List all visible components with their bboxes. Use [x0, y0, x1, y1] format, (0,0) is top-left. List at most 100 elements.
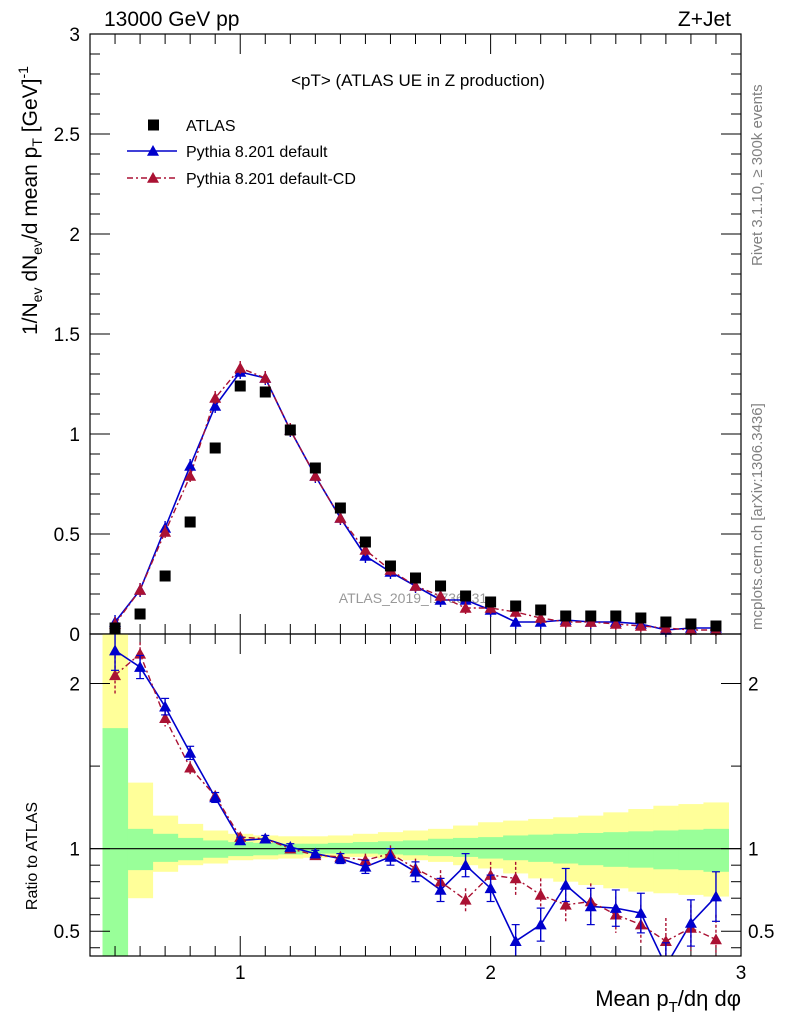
ratio-panel: 0.5 0.5 1 1 2 2 1 2 3 — [54, 633, 774, 984]
atlas-marker — [309, 462, 321, 474]
atlas-marker — [485, 596, 497, 608]
inner-uncertainty-band — [653, 830, 679, 870]
ratio-y-tick-label: 2 — [69, 675, 80, 696]
ratio-default-marker — [459, 859, 472, 870]
ratio-default-marker — [284, 841, 297, 852]
inner-uncertainty-band — [678, 829, 704, 871]
ratio-default-marker — [209, 791, 222, 803]
ratio-default-marker — [184, 746, 197, 758]
ratio-default-marker — [409, 865, 422, 877]
atlas-marker — [134, 608, 146, 620]
ratio-default-marker — [484, 882, 497, 894]
ratio-y-tick-label-right: 2 — [748, 675, 759, 696]
ratio-default-cd-marker — [509, 872, 522, 884]
main-y-tick-label: 2 — [69, 225, 80, 246]
ratio-y-tick-label-right: 0.5 — [748, 922, 774, 943]
ratio-default-marker — [709, 890, 722, 902]
x-tick-label: 2 — [485, 963, 496, 984]
default-marker — [209, 400, 222, 411]
atlas-marker — [209, 442, 221, 454]
default-cd-marker — [359, 544, 372, 555]
main-y-tick-label: 0 — [69, 625, 80, 646]
default-cd-marker — [184, 470, 197, 481]
legend: ATLAS Pythia 8.201 default Pythia 8.201 de… — [127, 118, 356, 188]
ratio-default-marker — [359, 860, 372, 872]
atlas-marker — [560, 610, 572, 622]
default-cd-marker — [134, 584, 147, 595]
ratio-default-marker — [334, 852, 347, 864]
ratio-default-marker — [609, 902, 622, 913]
ratio-default-cd-marker — [559, 898, 572, 910]
ratio-default-marker — [634, 907, 647, 918]
atlas-marker — [510, 600, 522, 612]
ratio-default-cd-marker — [184, 761, 197, 773]
ratio-default-marker — [684, 916, 697, 928]
atlas-marker — [234, 380, 246, 392]
ratio-default-marker — [109, 644, 122, 656]
atlas-marker — [435, 580, 447, 592]
atlas-marker — [660, 616, 672, 628]
atlas-marker — [159, 570, 171, 582]
main-y-tick-label: 1 — [69, 425, 80, 446]
atlas-marker — [610, 610, 622, 622]
ratio-default-marker — [509, 935, 522, 946]
inner-uncertainty-band — [428, 838, 454, 857]
inner-uncertainty-band — [703, 828, 729, 872]
default-marker — [184, 460, 197, 471]
default-marker — [509, 616, 522, 627]
ratio-default-marker — [384, 850, 397, 862]
atlas-marker — [109, 622, 121, 634]
ratio-series-group — [109, 634, 722, 956]
legend-default-cd-label: Pythia 8.201 default-CD — [186, 171, 356, 188]
main-y-axis-title: 1/Nev dNev/d mean pT [GeV]-1 — [15, 66, 45, 335]
inner-uncertainty-band — [628, 831, 654, 868]
default-cd-marker — [634, 620, 647, 631]
inner-uncertainty-band — [127, 828, 154, 871]
main-y-tick-label: 1.5 — [54, 325, 80, 346]
x-axis-title: Mean pT/dη dφ — [595, 986, 741, 1016]
default-cd-marker — [209, 392, 222, 403]
default-cd-marker — [459, 602, 472, 613]
atlas-marker — [585, 610, 597, 622]
ratio-default-marker — [584, 900, 597, 912]
default-cd-marker — [434, 590, 447, 601]
inner-uncertainty-band — [352, 842, 379, 854]
ratio-default-cd-marker — [534, 888, 547, 900]
rivet-label: Rivet 3.1.10, ≥ 300k events — [749, 84, 766, 266]
legend-default-cd-marker — [147, 172, 159, 183]
atlas-marker — [535, 604, 547, 616]
ratio-default-cd-marker — [709, 933, 722, 945]
main-y-tick-label: 0.5 — [54, 525, 80, 546]
inner-uncertainty-band — [402, 840, 429, 856]
ratio-default-cd-line — [114, 652, 717, 942]
legend-default-marker — [147, 145, 159, 156]
ratio-default-marker — [259, 832, 272, 844]
atlas-marker — [685, 618, 697, 630]
default-cd-marker — [159, 526, 172, 537]
atlas-marker — [359, 536, 371, 548]
default-cd-marker — [259, 372, 272, 383]
ratio-y-tick-label: 0.5 — [54, 922, 80, 943]
main-y-tick-label: 2.5 — [54, 125, 80, 146]
mcplots-label: mcplots.cern.ch [arXiv:1306.3436] — [749, 403, 766, 630]
process-label: Z+Jet — [678, 8, 731, 31]
ratio-default-marker — [434, 883, 447, 895]
atlas-marker — [384, 560, 396, 572]
ratio-default-marker — [559, 878, 572, 890]
inner-uncertainty-band — [102, 728, 129, 956]
ratio-frame — [89, 633, 742, 957]
plot-title: <pT> (ATLAS UE in Z production) — [291, 71, 545, 90]
atlas-marker — [184, 516, 196, 528]
ratio-default-marker — [534, 918, 547, 930]
ratio-default-cd-marker — [159, 712, 172, 724]
atlas-marker — [259, 386, 271, 398]
default-cd-marker — [609, 618, 622, 629]
default-cd-marker — [409, 580, 422, 591]
x-tick-label: 3 — [736, 963, 747, 984]
energy-label: 13000 GeV pp — [104, 8, 239, 31]
inner-uncertainty-band — [453, 837, 479, 857]
ratio-default-cd-marker — [359, 854, 372, 866]
atlas-marker — [710, 620, 722, 632]
atlas-marker — [635, 612, 647, 624]
